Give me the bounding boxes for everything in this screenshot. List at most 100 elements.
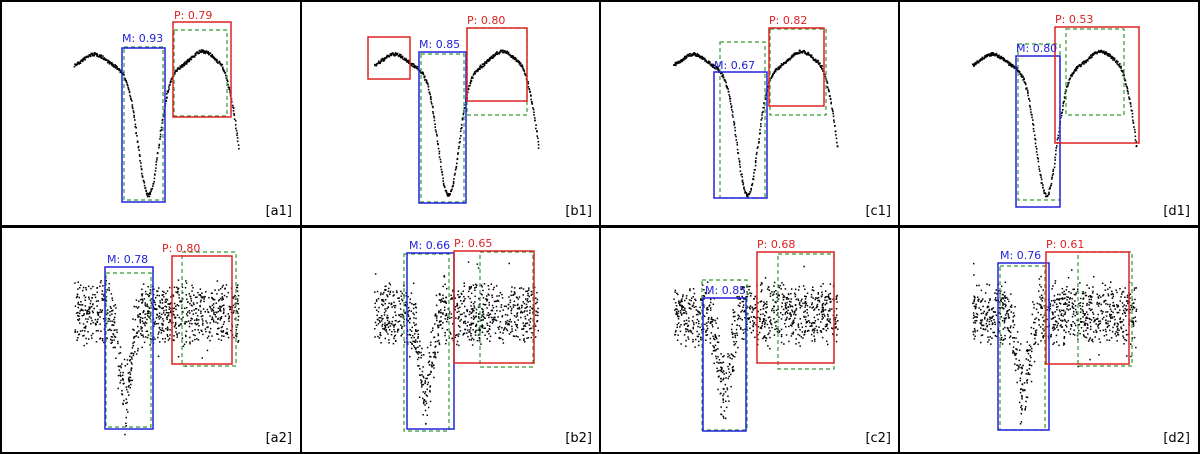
data-point [231,100,233,103]
data-point [455,165,458,168]
data-point [480,325,483,327]
data-point [804,288,806,290]
data-point [376,290,379,293]
data-point [386,56,388,59]
data-point [226,331,228,334]
data-point [113,321,115,323]
data-point [108,63,111,65]
data-point [764,335,766,337]
data-point [233,310,235,312]
data-point [111,339,113,342]
data-point [767,85,769,87]
data-point [464,320,466,323]
data-point [432,112,435,115]
data-point [76,63,79,66]
data-point [1092,340,1094,343]
data-point [92,293,94,296]
data-point [184,334,187,337]
data-point [1003,321,1006,324]
data-point [759,128,761,131]
data-point [826,340,828,343]
data-point [486,338,488,340]
data-point [1042,297,1044,299]
data-point [773,318,775,320]
data-point [401,292,403,295]
data-point [816,60,819,63]
data-point [158,294,160,297]
data-point [234,119,237,122]
data-point [1021,367,1023,370]
data-point [702,57,705,59]
data-point [700,57,703,60]
ground-truth-box [181,251,237,367]
data-point [161,299,164,301]
data-point [535,310,538,313]
data-point [731,114,734,116]
data-point [168,337,171,340]
data-point [780,318,783,320]
data-point [504,50,507,52]
data-point [84,305,87,307]
data-point [1121,293,1123,295]
data-point [111,61,113,64]
data-point [461,118,464,121]
data-point [680,314,683,316]
data-point [153,325,155,327]
data-point [708,305,710,307]
data-point [74,282,76,284]
data-point [1029,108,1032,111]
data-point [760,125,762,128]
data-point [432,351,434,354]
data-point [492,319,495,321]
data-point [720,369,723,371]
data-point [170,307,172,310]
data-point [1080,308,1082,310]
data-point [723,410,726,412]
data-point [973,314,975,317]
data-point [468,288,471,290]
data-point [444,283,446,286]
data-point [715,337,718,340]
data-point [826,82,829,84]
data-point [116,329,118,331]
data-point [141,172,143,175]
data-point [761,114,763,116]
data-point [786,60,788,62]
data-point [401,326,403,328]
data-point [101,338,104,340]
data-point [103,57,105,59]
data-point [409,301,411,304]
data-point [196,296,198,298]
data-point [94,318,97,321]
data-point [795,343,797,345]
data-point [189,295,192,298]
data-point [236,134,238,137]
data-point [444,301,446,303]
data-point [425,400,427,403]
data-point [498,325,501,328]
data-point [477,306,480,308]
data-point [421,374,423,376]
data-point [512,335,515,337]
data-point [715,65,718,68]
data-point [464,315,466,317]
data-point [417,346,419,348]
data-point [529,321,531,323]
data-point [713,346,715,348]
data-point [148,294,151,297]
data-point [741,173,743,175]
data-point [511,286,513,288]
data-point [500,306,502,308]
data-point [386,295,389,298]
data-point [218,300,220,302]
data-point [827,295,830,298]
data-point [147,310,149,312]
data-point [717,327,719,329]
data-point [211,318,213,321]
data-point [222,67,224,70]
data-point [1036,153,1039,156]
data-point [83,326,85,329]
data-point [681,304,683,307]
data-point [1009,62,1011,65]
data-point [791,322,793,324]
